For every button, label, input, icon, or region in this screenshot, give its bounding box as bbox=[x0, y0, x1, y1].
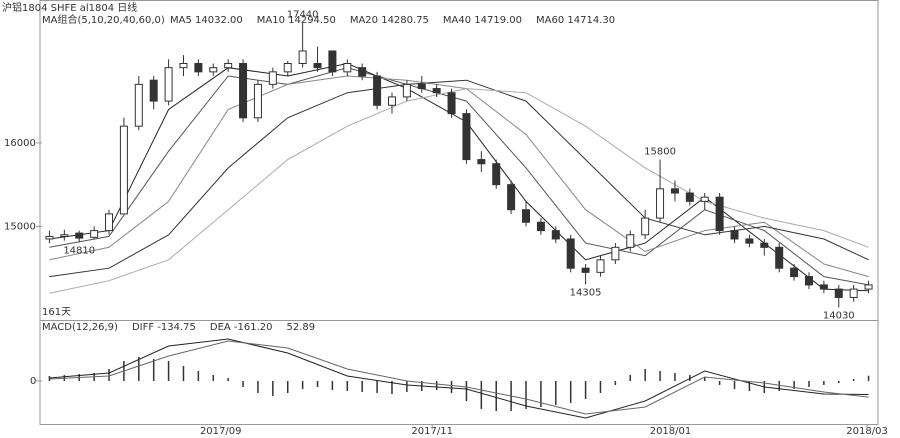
candle-body bbox=[715, 196, 724, 232]
candle-body bbox=[551, 230, 560, 240]
candle-body bbox=[164, 67, 173, 102]
candle-body bbox=[60, 234, 69, 237]
candle-body bbox=[819, 284, 828, 290]
macd-header: 52.89 bbox=[287, 322, 316, 333]
legend-entry: MA5 14032.00 bbox=[170, 15, 243, 26]
candle-body bbox=[626, 234, 635, 248]
candle-body bbox=[194, 62, 203, 73]
macd-line bbox=[49, 338, 869, 419]
candle-body bbox=[492, 163, 501, 186]
candle-body bbox=[462, 113, 471, 161]
price-annotation: 15800 bbox=[644, 147, 676, 158]
candle-body bbox=[700, 196, 709, 202]
macd-header: MACD(12,26,9) bbox=[42, 322, 118, 333]
macd-panel bbox=[39, 320, 879, 425]
y-tick-label: 16000 bbox=[4, 138, 36, 149]
candle-body bbox=[268, 71, 277, 85]
candle-body bbox=[447, 92, 456, 115]
candle-body bbox=[358, 67, 367, 77]
candle-body bbox=[402, 83, 411, 98]
candle-body bbox=[75, 232, 84, 239]
chart-title: 沪铝1804 SHFE al1804 日线 bbox=[2, 1, 137, 14]
candle-body bbox=[328, 50, 337, 73]
legend-entry: MA10 14294.50 bbox=[257, 15, 336, 26]
candle-body bbox=[730, 230, 739, 240]
legend-entry: MA60 14714.30 bbox=[536, 15, 615, 26]
candle-body bbox=[596, 259, 605, 273]
ma-line bbox=[49, 88, 869, 294]
candle-body bbox=[790, 267, 799, 278]
candle-body bbox=[253, 83, 262, 119]
x-tick-label: 2017/09 bbox=[200, 426, 242, 437]
candle-body bbox=[804, 276, 813, 286]
candle-body bbox=[343, 62, 352, 73]
candle-body bbox=[507, 184, 516, 211]
period-label: 161天 bbox=[42, 307, 71, 318]
candle-body bbox=[849, 288, 858, 298]
candle-body bbox=[656, 188, 665, 219]
candle-body bbox=[477, 159, 486, 165]
candle-body bbox=[775, 246, 784, 269]
candle-body bbox=[834, 288, 843, 298]
candle-body bbox=[745, 238, 754, 244]
candle-body bbox=[90, 230, 99, 238]
ma-line bbox=[49, 75, 869, 278]
candle-body bbox=[149, 79, 158, 102]
candle-body bbox=[432, 88, 441, 94]
candle-body bbox=[536, 221, 545, 232]
legend-entry: MA20 14280.75 bbox=[350, 15, 429, 26]
price-annotation: 14810 bbox=[63, 245, 95, 256]
candle-body bbox=[641, 217, 650, 236]
candle-body bbox=[417, 83, 426, 90]
candle-body bbox=[581, 267, 590, 273]
candle-body bbox=[283, 62, 292, 73]
candle-body bbox=[209, 67, 218, 73]
candle-body bbox=[685, 192, 694, 202]
macd-tick-label: 0 bbox=[30, 376, 36, 387]
candle-body bbox=[864, 284, 873, 290]
candle-body bbox=[119, 125, 128, 215]
candle-body bbox=[313, 62, 322, 69]
candle-body bbox=[387, 96, 396, 106]
candle-body bbox=[134, 83, 143, 127]
price-annotation: 14305 bbox=[570, 287, 602, 298]
candle-body bbox=[760, 242, 769, 248]
ma-line bbox=[49, 67, 869, 286]
candle-body bbox=[105, 213, 114, 232]
x-tick-label: 2018/01 bbox=[650, 426, 692, 437]
macd-header: DEA -161.20 bbox=[210, 322, 273, 333]
candle-body bbox=[611, 246, 620, 261]
candle-body bbox=[239, 62, 248, 119]
x-tick-label: 2018/03 bbox=[846, 426, 888, 437]
legend-entry: MA40 14719.00 bbox=[443, 15, 522, 26]
candle-body bbox=[298, 50, 307, 64]
y-tick-label: 15000 bbox=[4, 221, 36, 232]
macd-header: DIFF -134.75 bbox=[132, 322, 196, 333]
chart-subtitle: MA组合(5,10,20,40,60,0) bbox=[42, 13, 165, 26]
price-annotation: 17440 bbox=[287, 10, 319, 21]
candle-body bbox=[45, 235, 54, 240]
candle-body bbox=[179, 62, 188, 69]
main-panel bbox=[39, 0, 879, 321]
candle-body bbox=[670, 188, 679, 194]
candle-body bbox=[224, 62, 233, 69]
price-annotation: 14030 bbox=[823, 310, 855, 321]
candle-body bbox=[566, 238, 575, 269]
x-tick-label: 2017/11 bbox=[411, 426, 453, 437]
candle-body bbox=[522, 209, 531, 223]
candle-body bbox=[373, 75, 382, 106]
macd-line bbox=[49, 340, 869, 415]
ma-line bbox=[49, 79, 869, 278]
